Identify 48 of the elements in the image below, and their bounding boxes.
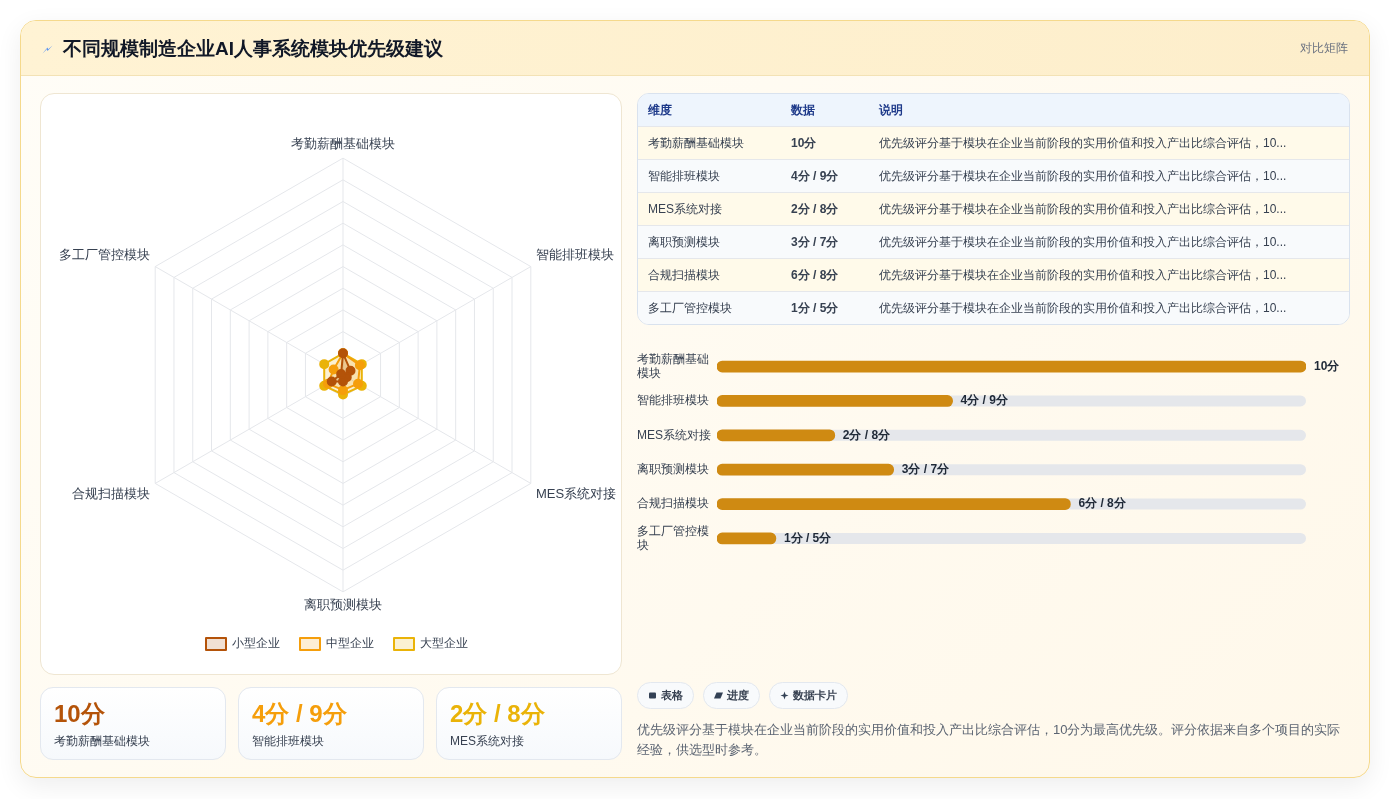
- y-tick-label: 多工厂管控模块: [636, 523, 709, 552]
- spoke-label: 智能排班模块: [536, 247, 614, 263]
- category-label: 数据卡片: [793, 688, 837, 703]
- spoke-label: 多工厂管控模块: [59, 247, 150, 263]
- data-label: 6分 / 8分: [1078, 496, 1127, 511]
- text: 维度: [638, 94, 781, 127]
- text: 10分: [54, 700, 105, 728]
- spoke-label: 考勤薪酬基础模块: [291, 135, 395, 151]
- text: 10分: [781, 126, 869, 160]
- text: 优先级评分基于模块在企业当前阶段的实用价值和投入产出比综合评估，10分为最高优先级。评分依据来自多个项目的实际经验，供选型时参考。: [637, 721, 1342, 759]
- data-label: 1分 / 5分: [783, 530, 833, 545]
- text: 优先级评分基于模块在企业当前阶段的实用价值和投入产出比综合评估，10...: [869, 225, 1349, 259]
- text: 4分 / 9分: [252, 700, 347, 728]
- text: 2分 / 8分: [781, 192, 869, 226]
- text: 优先级评分基于模块在企业当前阶段的实用价值和投入产出比综合评估，10...: [869, 126, 1349, 160]
- y-tick-label: 考勤薪酬基础模块: [637, 351, 709, 381]
- text: 3分 / 7分: [781, 225, 869, 259]
- data-label: 4分 / 9分: [960, 393, 1009, 408]
- category-label: 表格: [661, 688, 683, 703]
- text: 优先级评分基于模块在企业当前阶段的实用价值和投入产出比综合评估，10...: [878, 299, 1288, 317]
- legend-label: 大型企业: [420, 636, 468, 651]
- y-tick-label: 离职预测模块: [637, 462, 709, 476]
- data-label: 3分 / 7分: [901, 462, 951, 476]
- y-tick-label: 智能排班模块: [637, 393, 709, 408]
- text: 优先级评分基于模块在企业当前阶段的实用价值和投入产出比综合评估，10...: [869, 159, 1349, 193]
- legend-label: 小型企业: [232, 636, 280, 651]
- spoke-label: 离职预测模块: [304, 597, 382, 613]
- text: 1分 / 5分: [790, 299, 840, 317]
- category-label: 智能排班模块: [252, 733, 324, 749]
- category-label: 考勤薪酬基础模块: [54, 733, 150, 749]
- text: 对比矩阵: [1300, 40, 1348, 56]
- text: 4分 / 9分: [781, 159, 869, 193]
- text: 优先级评分基于模块在企业当前阶段的实用价值和投入产出比综合评估，10...: [869, 192, 1349, 226]
- spoke-label: 合规扫描模块: [72, 485, 150, 501]
- data-label: 10分: [1314, 358, 1341, 373]
- spoke-label: MES系统对接: [536, 485, 617, 501]
- chart-title: 不同规模制造企业AI人事系统模块优先级建议: [63, 37, 443, 61]
- text: 2分 / 8分: [450, 700, 545, 728]
- y-tick-label: 合规扫描模块: [637, 496, 709, 511]
- data-label: 2分 / 8分: [842, 427, 892, 442]
- text: 优先级评分基于模块在企业当前阶段的实用价值和投入产出比综合评估，10...: [869, 258, 1349, 292]
- category-label: MES系统对接: [450, 733, 525, 749]
- text: 6分 / 8分: [781, 258, 869, 292]
- legend-label: 中型企业: [326, 636, 374, 651]
- y-tick-label: MES系统对接: [637, 427, 712, 442]
- text: 数据: [781, 94, 869, 127]
- text: 说明: [869, 94, 1349, 127]
- category-label: 进度: [727, 688, 749, 703]
